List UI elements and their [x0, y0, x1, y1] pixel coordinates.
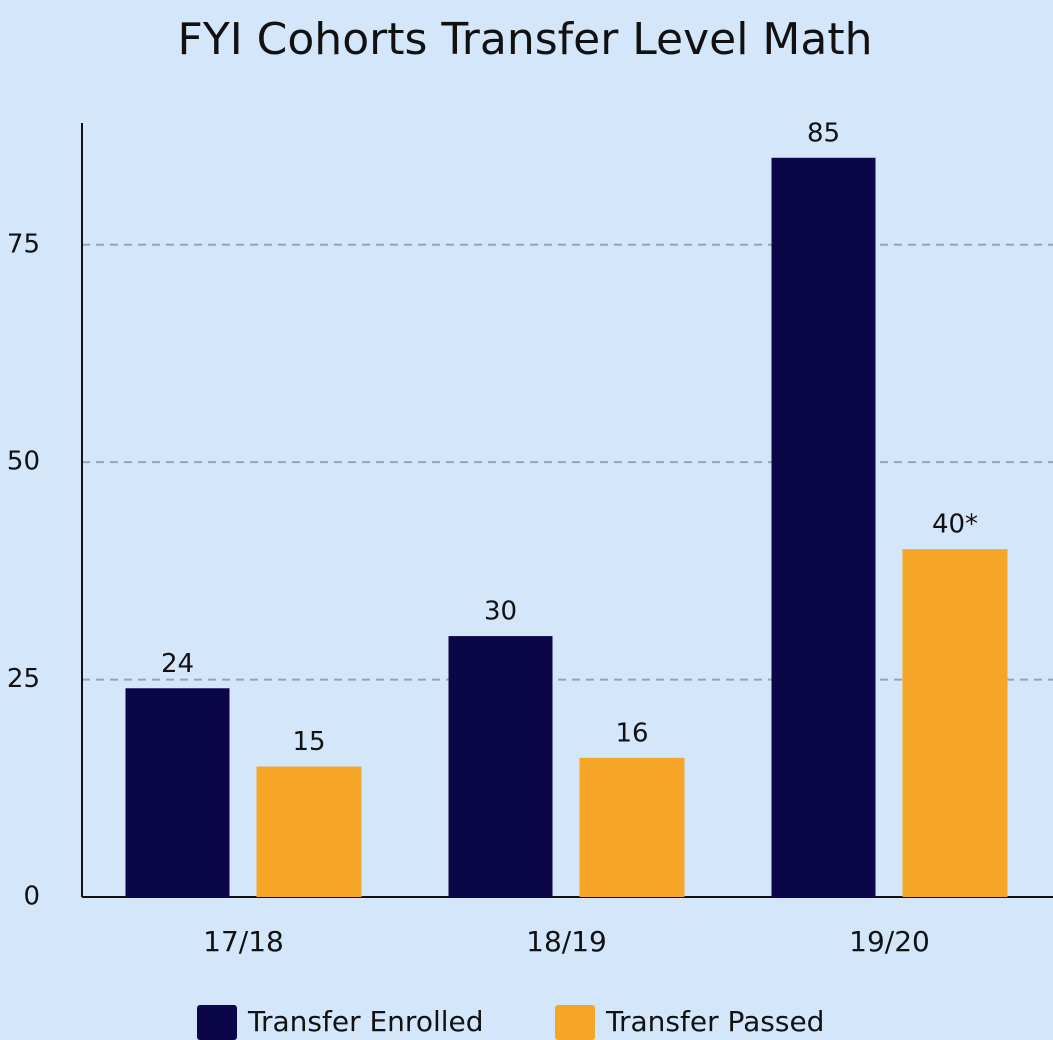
bar [579, 757, 685, 897]
x-tick-label: 18/19 [526, 925, 607, 958]
data-label: 30 [484, 597, 517, 627]
data-label: 40* [932, 510, 978, 540]
bar [448, 636, 553, 897]
legend-label: Transfer Passed [605, 1005, 824, 1038]
x-tick-label: 17/18 [203, 925, 284, 958]
data-label: 15 [292, 727, 325, 757]
y-tick-label: 50 [7, 447, 40, 477]
bar [256, 766, 362, 897]
y-tick-label: 25 [7, 664, 40, 694]
data-label: 16 [615, 718, 648, 748]
legend-swatch [555, 1005, 595, 1040]
y-tick-label: 0 [23, 882, 40, 912]
bar [902, 549, 1008, 897]
y-tick-label: 75 [7, 229, 40, 259]
bar [125, 688, 230, 897]
data-label: 85 [807, 118, 840, 148]
bar [771, 157, 876, 898]
data-label: 24 [161, 649, 194, 679]
x-tick-label: 19/20 [849, 925, 930, 958]
legend-label: Transfer Enrolled [247, 1005, 484, 1038]
chart-title: FYI Cohorts Transfer Level Math [178, 14, 873, 65]
legend-swatch [197, 1005, 237, 1040]
